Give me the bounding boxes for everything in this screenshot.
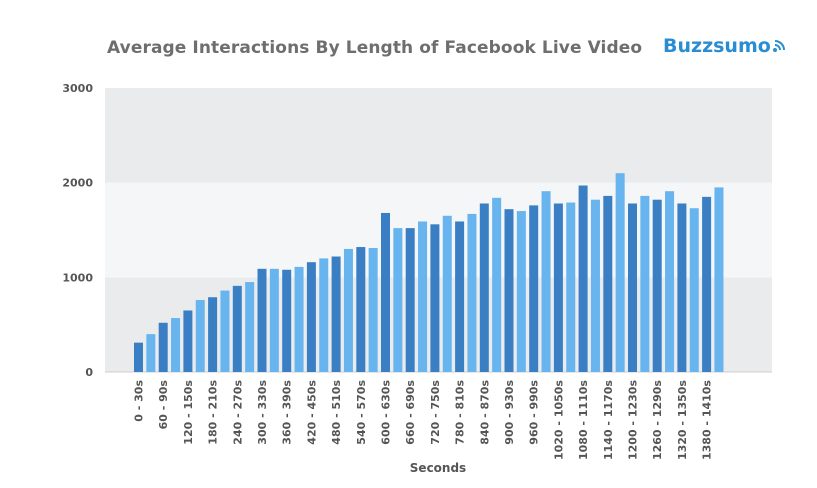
- bar: [652, 199, 662, 372]
- y-tick-label: 2000: [62, 177, 93, 190]
- buzzsumo-logo: Buzzsumo: [663, 35, 786, 57]
- bar: [171, 318, 181, 372]
- logo-text: Buzzsumo: [663, 35, 771, 57]
- bar: [158, 322, 168, 372]
- bar: [146, 334, 156, 372]
- x-tick-label: 1080 - 1110s: [577, 380, 590, 460]
- grid-band: [105, 88, 772, 183]
- bar: [208, 297, 218, 372]
- wifi-signal-icon: [772, 40, 785, 52]
- bar: [628, 203, 637, 372]
- x-tick-label: 1140 - 1170s: [602, 380, 615, 460]
- x-tick-label: 900 - 930s: [503, 380, 516, 445]
- y-tick-label: 1000: [62, 271, 93, 284]
- bar: [257, 268, 267, 372]
- x-tick-label: 420 - 450s: [305, 380, 318, 445]
- x-tick-label: 600 - 630s: [380, 380, 393, 445]
- x-tick-label: 540 - 570s: [355, 380, 368, 445]
- bar: [343, 248, 353, 372]
- bar: [504, 209, 514, 372]
- bar: [393, 228, 403, 372]
- bar: [195, 300, 205, 372]
- bar: [356, 247, 366, 372]
- x-tick-label: 1020 - 1050s: [552, 380, 565, 460]
- x-tick-label: 1260 - 1290s: [651, 380, 664, 460]
- bar: [455, 221, 465, 372]
- bar: [269, 268, 279, 372]
- y-tick-label: 3000: [62, 82, 93, 95]
- bar: [319, 258, 329, 372]
- x-tick-label: 1200 - 1230s: [627, 380, 640, 460]
- bar: [578, 185, 588, 372]
- x-tick-label: 840 - 870s: [478, 380, 491, 445]
- x-tick-label: 1380 - 1410s: [701, 380, 714, 460]
- bar: [615, 173, 625, 372]
- bar: [331, 256, 341, 372]
- bar: [689, 208, 699, 372]
- x-tick-label: 180 - 210s: [207, 380, 220, 445]
- x-tick-label: 60 - 90s: [157, 380, 170, 430]
- bar: [405, 228, 415, 372]
- x-tick-label: 0 - 30s: [133, 380, 146, 422]
- bar: [492, 197, 502, 372]
- bar: [418, 221, 428, 372]
- x-tick-label: 240 - 270s: [231, 380, 244, 445]
- bar: [232, 285, 242, 372]
- bar: [479, 203, 489, 372]
- x-tick-label: 960 - 990s: [528, 380, 541, 445]
- bar: [134, 342, 143, 372]
- bar: [714, 187, 724, 372]
- bar: [183, 310, 193, 372]
- bar: [368, 247, 378, 372]
- bar: [220, 290, 230, 372]
- x-tick-label: 360 - 390s: [281, 380, 294, 445]
- bar: [677, 203, 687, 372]
- x-tick-label: 660 - 690s: [404, 380, 417, 445]
- bar: [516, 211, 526, 372]
- bar: [590, 199, 600, 372]
- x-tick-label: 480 - 510s: [330, 380, 343, 445]
- bar: [245, 282, 255, 372]
- bar: [553, 203, 563, 372]
- bar: [702, 196, 712, 372]
- bar: [467, 213, 477, 372]
- bar: [381, 212, 390, 372]
- bar: [442, 215, 452, 372]
- bar: [665, 191, 675, 372]
- bar: [603, 195, 613, 372]
- x-tick-label: 720 - 750s: [429, 380, 442, 445]
- x-tick-label: 300 - 330s: [256, 380, 269, 445]
- x-tick-label: 1320 - 1350s: [676, 380, 689, 460]
- bar: [640, 195, 650, 372]
- chart-title: Average Interactions By Length of Facebo…: [107, 38, 643, 58]
- bar: [282, 269, 292, 372]
- y-tick-label: 0: [85, 366, 93, 379]
- bar: [306, 262, 316, 372]
- bar: [294, 266, 304, 372]
- bar: [430, 224, 440, 372]
- bar: [529, 205, 539, 372]
- bar: [541, 191, 551, 372]
- x-axis-title: Seconds: [410, 461, 466, 475]
- x-tick-label: 780 - 810s: [454, 380, 467, 445]
- bar: [566, 202, 576, 372]
- x-tick-label: 120 - 150s: [182, 380, 195, 445]
